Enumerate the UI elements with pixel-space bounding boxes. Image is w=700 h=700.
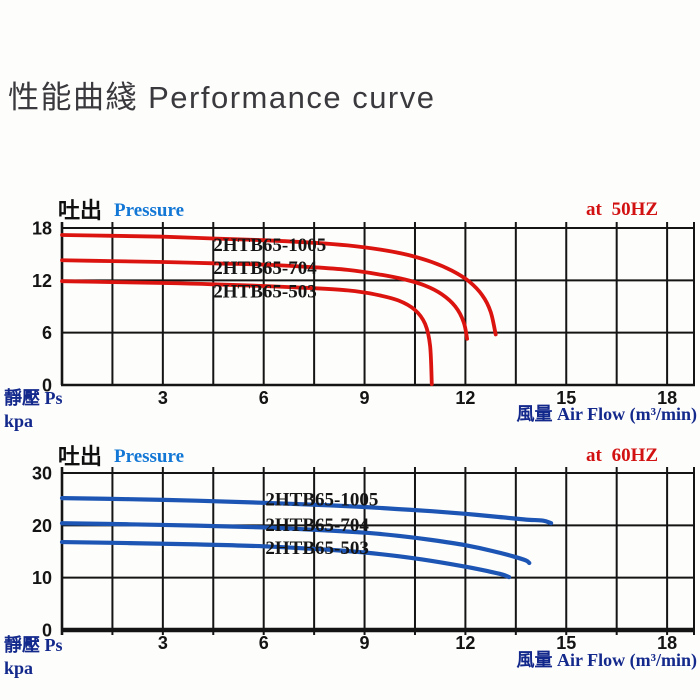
pressure-airflow-plot-50hz: 0 6 12 18 3 6 9 12 15 18 2HTB65-10052HTB65-7042HTB…: [32, 219, 695, 408]
y-tick-label: 12: [32, 271, 52, 291]
x-tick-label: 3: [158, 633, 168, 653]
pressure-airflow-plot-60hz: 0 10 20 30 3 6 9 12 15 18 2HTB65-1005 2HTB65-7042HT…: [32, 464, 695, 653]
series-label-2htb65-1005: 2HTB65-1005: [265, 489, 378, 510]
pressure-label-50hz: Pressure: [114, 200, 185, 221]
pressure-label-60hz: Pressure: [114, 446, 185, 467]
x-axis-label-50hz: 風量 Air Flow (m³/min): [516, 400, 697, 426]
discharge-label-cjk-50hz: 吐出: [58, 198, 103, 223]
static-pressure-ps-label-60hz: 靜壓 Ps: [4, 635, 63, 655]
x-tick-label: 15: [556, 388, 576, 408]
airflow-label-en-60hz: Air Flow (m³/min): [556, 650, 697, 670]
airflow-label-en-50hz: Air Flow (m³/min): [556, 404, 697, 424]
x-tick-label: 12: [455, 388, 475, 408]
x-tick-label: 18: [657, 388, 677, 408]
x-tick-label: 6: [259, 633, 269, 653]
y-tick-label: 10: [32, 568, 52, 588]
x-tick-label: 15: [556, 633, 576, 653]
y-tick-label: 18: [32, 219, 52, 239]
frequency-label-50hz: at 50HZ: [586, 199, 659, 220]
y-tick-label: 0: [42, 376, 52, 396]
kpa-unit-label-50hz: kpa: [4, 411, 34, 431]
static-pressure-ps-label-50hz: 靜壓 Ps: [4, 388, 63, 408]
curve-2htb65-503: [60, 279, 434, 386]
curve-2htb65-704: [60, 258, 469, 341]
x-tick-label: 9: [360, 388, 370, 408]
x-tick-label: 12: [455, 633, 475, 653]
airflow-label-cjk-50hz: 風量: [516, 404, 553, 424]
page-title: 性能曲綫 Performance curve: [8, 80, 436, 115]
frequency-label-60hz: at 60HZ: [586, 445, 659, 466]
y-axis-label-50hz: 靜壓 Ps kpa: [4, 387, 63, 433]
x-tick-label: 18: [657, 633, 677, 653]
discharge-label-cjk-60hz: 吐出: [58, 444, 103, 469]
curve-2htb65-704: [59, 521, 532, 566]
series-label-2htb65-704: 2HTB65-704: [213, 258, 317, 279]
x-tick-label: 6: [259, 388, 269, 408]
kpa-unit-label-60hz: kpa: [4, 658, 34, 678]
curve-2htb65-503: [59, 539, 512, 580]
x-tick-label: 9: [360, 633, 370, 653]
y-tick-label: 20: [32, 516, 52, 536]
x-axis-label-60hz: 風量 Air Flow (m³/min): [516, 646, 697, 672]
curve-2htb65-1005: [59, 496, 554, 526]
y-tick-label: 0: [42, 621, 52, 641]
y-axis-label-60hz: 靜壓 Ps kpa: [4, 634, 63, 680]
curve-2htb65-1005: [60, 233, 498, 337]
series-label-2htb65-503: 2HTB65-503: [213, 281, 316, 302]
series-label-2htb65-1005: 2HTB65-1005: [213, 235, 326, 256]
airflow-label-cjk-60hz: 風量: [516, 650, 553, 670]
x-tick-label: 3: [158, 388, 168, 408]
y-tick-label: 30: [32, 464, 52, 484]
y-tick-label: 6: [42, 323, 52, 343]
series-label-2htb65-704: 2HTB65-704: [265, 515, 369, 536]
series-label-2htb65-503: 2HTB65-503: [265, 538, 368, 559]
